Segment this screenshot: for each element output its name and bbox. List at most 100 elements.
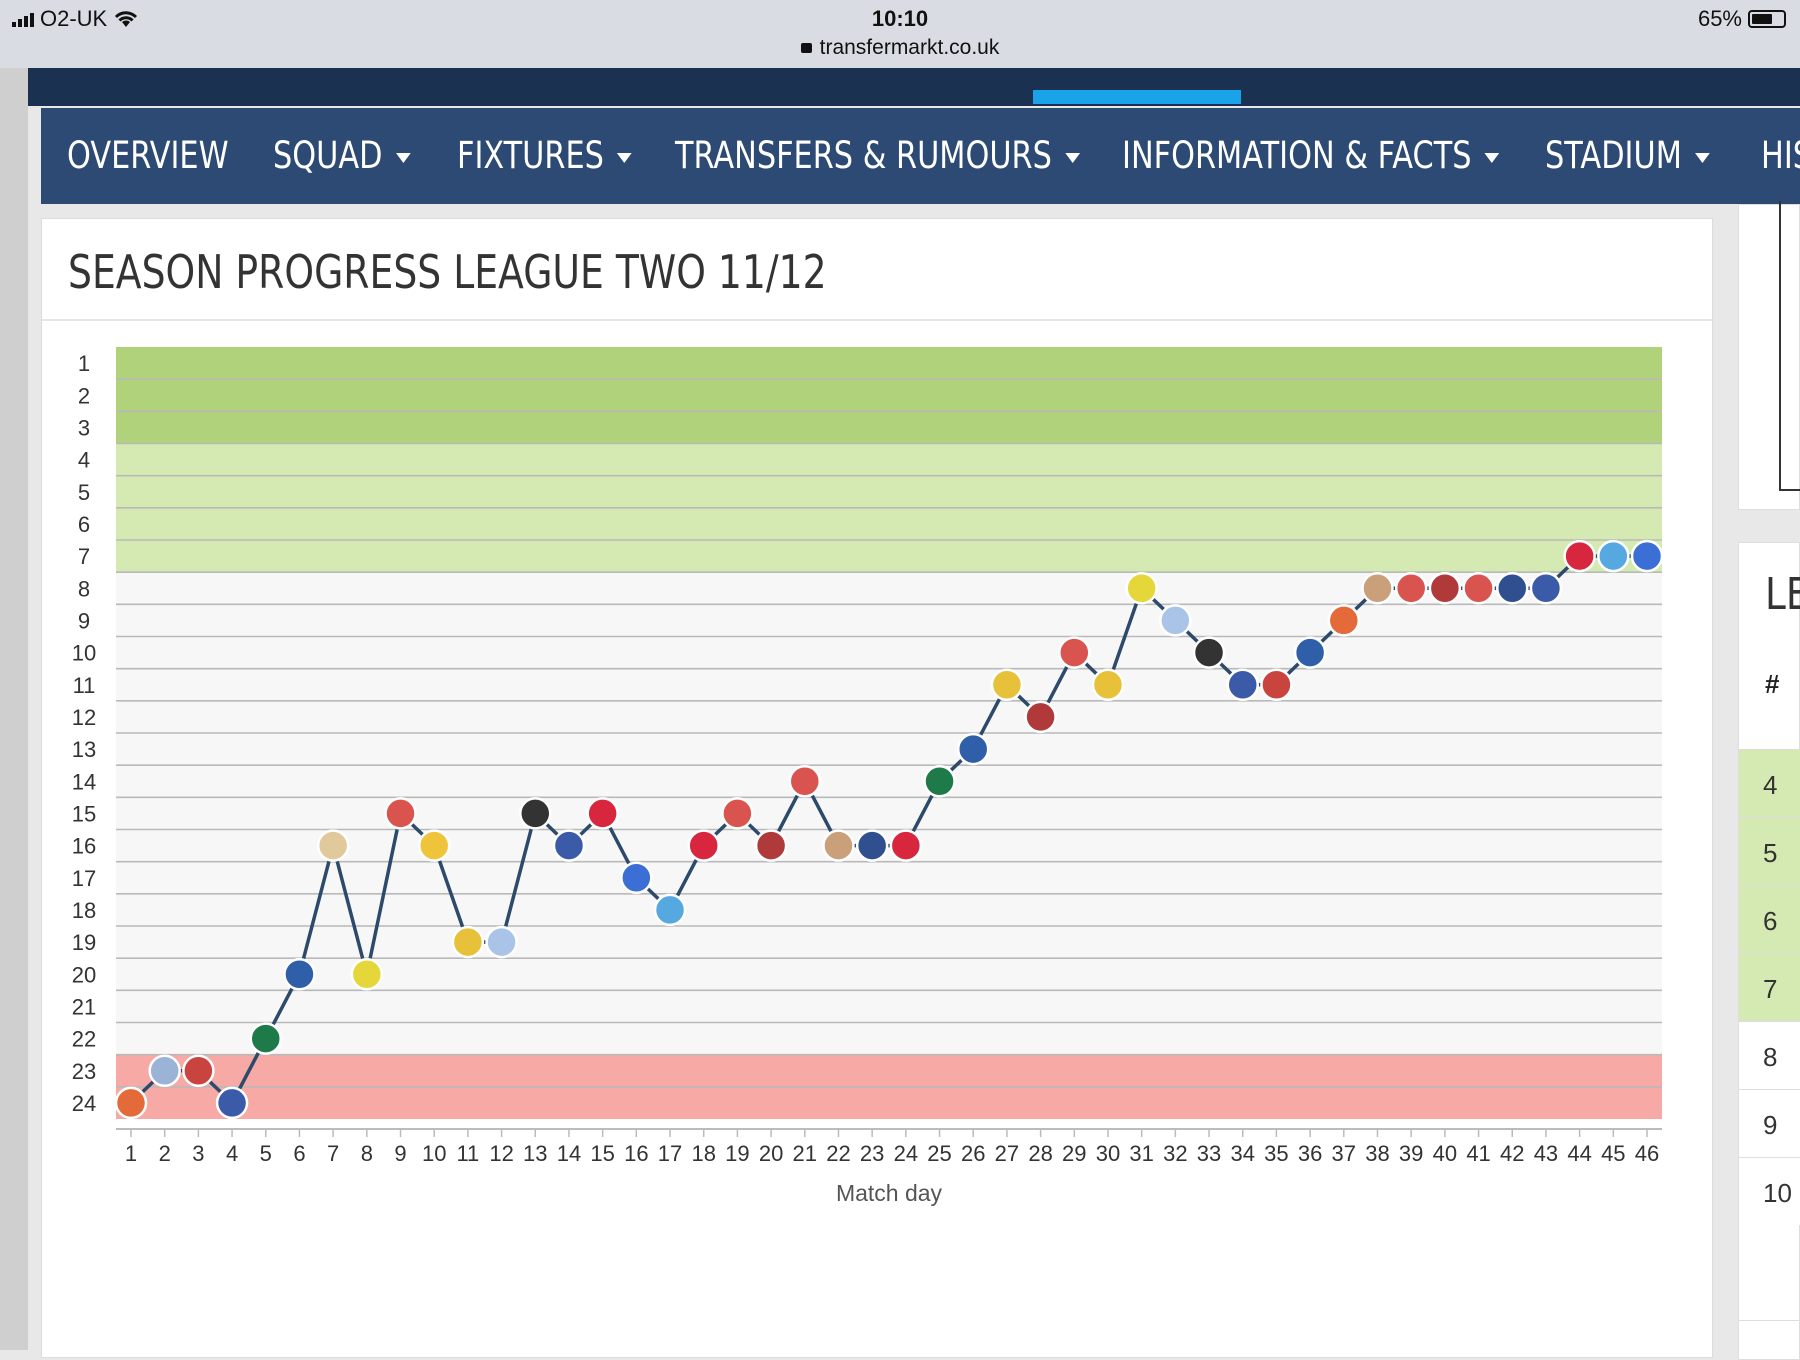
nav-item-transfers[interactable]: TRANSFERS & RUMOURS (675, 108, 1080, 204)
table-row[interactable]: 5 (1739, 817, 1800, 885)
match-marker[interactable] (182, 1054, 215, 1087)
y-tick-label: 22 (72, 1027, 96, 1052)
panel-title: LE (1765, 569, 1800, 620)
right-bottom-box (1738, 1320, 1800, 1360)
nav-item-squad[interactable]: SQUAD (273, 108, 411, 204)
match-marker[interactable] (350, 958, 384, 991)
y-tick-label: 24 (72, 1091, 96, 1116)
x-tick-label: 34 (1230, 1141, 1254, 1166)
x-tick-label: 4 (226, 1141, 238, 1166)
nav-item-overview[interactable]: OVERVIEW (67, 108, 229, 204)
y-tick-label: 8 (78, 576, 90, 601)
match-marker[interactable] (620, 861, 653, 894)
x-tick-label: 27 (995, 1141, 1019, 1166)
match-marker[interactable] (249, 1022, 283, 1055)
right-panel: LE # 4 5 6 7 8 9 10 (1738, 201, 1800, 1360)
carrier: O2-UK (12, 6, 139, 32)
match-marker[interactable] (417, 829, 451, 862)
match-marker[interactable] (788, 765, 822, 798)
zone-band (116, 347, 1662, 444)
table-row[interactable]: 4 (1739, 749, 1800, 817)
match-marker[interactable] (990, 668, 1024, 701)
y-tick-label: 2 (78, 383, 90, 408)
rank-cell: 8 (1763, 1042, 1778, 1072)
match-marker[interactable] (1192, 636, 1226, 669)
x-tick-label: 28 (1028, 1141, 1052, 1166)
y-tick-label: 6 (78, 512, 90, 537)
main-navigation: OVERVIEW SQUAD FIXTURES TRANSFERS & RUMO… (41, 108, 1800, 204)
match-marker[interactable] (754, 829, 788, 862)
match-marker[interactable] (1597, 539, 1630, 573)
address-bar[interactable]: transfermarkt.co.uk (0, 36, 1800, 60)
match-marker[interactable] (889, 829, 923, 862)
match-marker[interactable] (1327, 604, 1361, 637)
match-marker[interactable] (1495, 572, 1529, 605)
x-tick-label: 17 (658, 1141, 682, 1166)
gridlines (116, 378, 1662, 1088)
x-tick-label: 5 (260, 1141, 272, 1166)
table-row[interactable]: 8 (1739, 1021, 1800, 1089)
rank-cell: 5 (1763, 838, 1778, 868)
left-edge (0, 68, 28, 1350)
x-tick-label: 7 (327, 1141, 339, 1166)
match-marker[interactable] (1226, 668, 1259, 701)
match-marker[interactable] (552, 829, 586, 862)
nav-label: FIXTURES (457, 134, 604, 177)
match-marker[interactable] (1024, 700, 1057, 734)
match-marker[interactable] (1630, 539, 1664, 573)
match-marker[interactable] (148, 1054, 181, 1087)
nav-item-fixtures[interactable]: FIXTURES (457, 108, 632, 204)
table-row[interactable]: 10 (1739, 1157, 1800, 1225)
match-marker[interactable] (316, 829, 350, 862)
match-marker[interactable] (956, 732, 990, 766)
y-tick-label: 14 (72, 769, 96, 794)
match-marker[interactable] (1091, 668, 1125, 701)
match-marker[interactable] (721, 797, 754, 830)
match-marker[interactable] (1394, 572, 1428, 605)
x-tick-label: 35 (1264, 1141, 1288, 1166)
nav-item-information[interactable]: INFORMATION & FACTS (1122, 108, 1500, 204)
match-marker[interactable] (519, 797, 552, 830)
match-marker[interactable] (1428, 572, 1462, 605)
match-marker[interactable] (923, 765, 956, 798)
match-marker[interactable] (485, 925, 518, 959)
table-row[interactable]: 9 (1739, 1089, 1800, 1157)
match-marker[interactable] (1058, 636, 1091, 669)
match-marker[interactable] (451, 925, 485, 959)
season-progress-chart: 123456789101112131415161718192021222324 … (72, 347, 1664, 1206)
x-tick-label: 42 (1500, 1141, 1524, 1166)
match-marker[interactable] (1293, 636, 1327, 669)
x-tick-label: 8 (361, 1141, 373, 1166)
match-marker[interactable] (1563, 539, 1596, 573)
x-axis-label: Match day (836, 1180, 943, 1206)
match-marker[interactable] (283, 958, 316, 991)
match-marker[interactable] (653, 893, 687, 927)
y-tick-label: 15 (72, 801, 96, 826)
match-marker[interactable] (1125, 572, 1158, 605)
match-marker[interactable] (215, 1086, 249, 1120)
nav-item-history[interactable]: HIS (1761, 108, 1800, 204)
table-row[interactable]: 6 (1739, 885, 1800, 953)
match-marker[interactable] (1529, 572, 1563, 605)
x-axis: 1 2 3 4 5 6 7 8 9 10 11 12 13 14 15 16 17 18 19 20 21 22 23 24 2… (116, 1128, 1662, 1166)
match-marker[interactable] (384, 797, 417, 830)
match-marker[interactable] (1361, 572, 1394, 605)
y-tick-label: 5 (78, 480, 90, 505)
match-marker[interactable] (1159, 604, 1192, 637)
rank-header: # (1765, 669, 1780, 699)
match-marker[interactable] (114, 1086, 148, 1120)
nav-label: OVERVIEW (67, 134, 229, 177)
clock: 10:10 (871, 6, 929, 31)
match-marker[interactable] (855, 829, 889, 862)
nav-item-stadium[interactable]: STADIUM (1545, 108, 1710, 204)
match-marker[interactable] (687, 829, 720, 862)
match-marker[interactable] (1260, 668, 1293, 701)
match-marker[interactable] (586, 797, 619, 830)
x-tick-label: 46 (1635, 1141, 1659, 1166)
league-table-panel: LE # 4 5 6 7 8 9 10 (1738, 542, 1800, 1322)
match-marker[interactable] (1462, 572, 1495, 605)
match-marker[interactable] (822, 829, 855, 862)
table-row[interactable]: 7 (1739, 953, 1800, 1021)
